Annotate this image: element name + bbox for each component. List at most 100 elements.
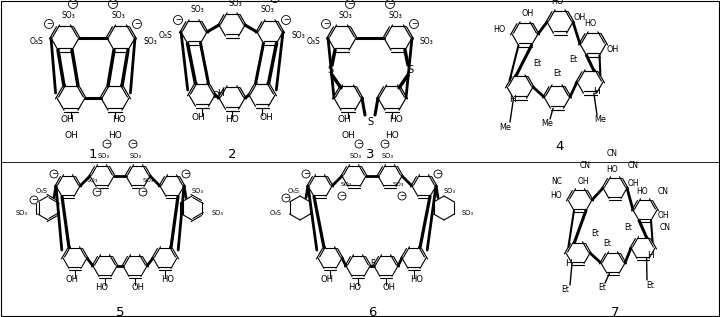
Text: OH: OH xyxy=(577,178,589,186)
Circle shape xyxy=(355,140,363,148)
Text: OH: OH xyxy=(337,115,351,125)
Text: −: − xyxy=(175,16,181,24)
Text: OH: OH xyxy=(657,210,669,219)
Text: Et: Et xyxy=(624,223,632,232)
Text: Et: Et xyxy=(553,69,561,79)
Text: O₃S: O₃S xyxy=(36,188,48,194)
Circle shape xyxy=(50,170,58,178)
Circle shape xyxy=(132,20,142,29)
Text: 2: 2 xyxy=(228,148,236,161)
Text: HO: HO xyxy=(606,165,618,174)
Circle shape xyxy=(139,188,147,196)
Text: SO₃: SO₃ xyxy=(143,178,153,184)
Text: HO: HO xyxy=(348,283,361,293)
Text: CN: CN xyxy=(606,148,618,158)
Text: 7: 7 xyxy=(611,307,619,317)
Text: SO₃: SO₃ xyxy=(61,11,75,21)
Circle shape xyxy=(322,20,330,29)
Text: SO₃: SO₃ xyxy=(130,153,142,159)
Text: HO: HO xyxy=(96,283,109,293)
Text: −: − xyxy=(303,170,309,178)
Text: CN: CN xyxy=(628,161,639,171)
Text: HO: HO xyxy=(161,275,174,284)
Text: OH: OH xyxy=(320,275,333,284)
Text: Et: Et xyxy=(569,55,577,64)
Text: −: − xyxy=(323,20,329,29)
Text: SO₃: SO₃ xyxy=(382,153,394,159)
Circle shape xyxy=(129,140,137,148)
Text: HO: HO xyxy=(492,24,505,34)
Circle shape xyxy=(385,0,395,9)
Text: HO: HO xyxy=(410,275,423,284)
Text: 5: 5 xyxy=(116,307,125,317)
Text: −: − xyxy=(347,0,354,9)
Circle shape xyxy=(109,0,117,9)
Text: CN: CN xyxy=(580,160,590,170)
Text: CN: CN xyxy=(657,187,668,197)
Text: H: H xyxy=(593,87,600,96)
Text: H: H xyxy=(647,251,653,261)
Text: −: − xyxy=(272,0,278,3)
Circle shape xyxy=(174,16,182,24)
Text: O₃S: O₃S xyxy=(30,37,43,47)
Text: −: − xyxy=(134,20,140,29)
Text: −: − xyxy=(70,0,76,9)
Text: O₃S: O₃S xyxy=(306,37,320,47)
Text: HO: HO xyxy=(550,191,562,199)
Text: 4: 4 xyxy=(556,140,564,153)
Text: SO₃: SO₃ xyxy=(192,188,204,194)
Text: O₃S: O₃S xyxy=(288,188,300,194)
Text: SO₃: SO₃ xyxy=(388,11,402,21)
Circle shape xyxy=(30,196,38,204)
Text: HO: HO xyxy=(584,20,596,29)
Text: OH: OH xyxy=(66,275,78,284)
Circle shape xyxy=(410,20,418,29)
Text: H: H xyxy=(217,88,223,98)
Circle shape xyxy=(381,140,389,148)
Text: NC: NC xyxy=(551,178,562,186)
Text: −: − xyxy=(46,20,52,29)
Text: SO₃: SO₃ xyxy=(16,210,28,216)
Text: SO₃: SO₃ xyxy=(260,5,274,15)
Text: −: − xyxy=(31,196,37,204)
Text: SO₃: SO₃ xyxy=(338,11,352,21)
Circle shape xyxy=(68,0,78,9)
Circle shape xyxy=(271,0,279,3)
Text: HO: HO xyxy=(636,187,648,197)
Circle shape xyxy=(45,20,53,29)
Text: OH: OH xyxy=(259,113,273,121)
Text: −: − xyxy=(94,187,100,197)
Text: Et: Et xyxy=(603,238,611,248)
Text: SO₃: SO₃ xyxy=(190,5,204,15)
Text: HO: HO xyxy=(225,115,239,125)
Text: SO₃: SO₃ xyxy=(462,210,474,216)
Text: SO₃: SO₃ xyxy=(98,153,110,159)
Text: OH: OH xyxy=(60,115,74,125)
Text: OH: OH xyxy=(341,131,355,139)
Text: Et: Et xyxy=(533,60,541,68)
Text: D: D xyxy=(212,92,220,100)
Text: −: − xyxy=(356,139,362,148)
Text: −: − xyxy=(51,170,57,178)
Circle shape xyxy=(182,170,190,178)
Text: −: − xyxy=(104,139,110,148)
Text: HO: HO xyxy=(385,131,399,139)
Text: Me: Me xyxy=(594,115,606,125)
Text: SO₃: SO₃ xyxy=(212,210,224,216)
Text: OH: OH xyxy=(627,178,639,187)
Text: −: − xyxy=(283,16,289,24)
Text: 6: 6 xyxy=(368,307,376,317)
Text: OH: OH xyxy=(132,283,145,293)
Text: OH: OH xyxy=(64,131,78,139)
Text: Me: Me xyxy=(541,120,553,128)
Text: −: − xyxy=(140,187,146,197)
Text: B: B xyxy=(370,260,376,268)
Text: HO: HO xyxy=(112,115,126,125)
Circle shape xyxy=(338,192,346,200)
Text: −: − xyxy=(110,0,116,9)
Text: OH: OH xyxy=(382,283,395,293)
Text: O₃S: O₃S xyxy=(270,210,282,216)
Circle shape xyxy=(434,170,442,178)
Text: −: − xyxy=(399,191,405,200)
Text: S: S xyxy=(367,117,373,127)
